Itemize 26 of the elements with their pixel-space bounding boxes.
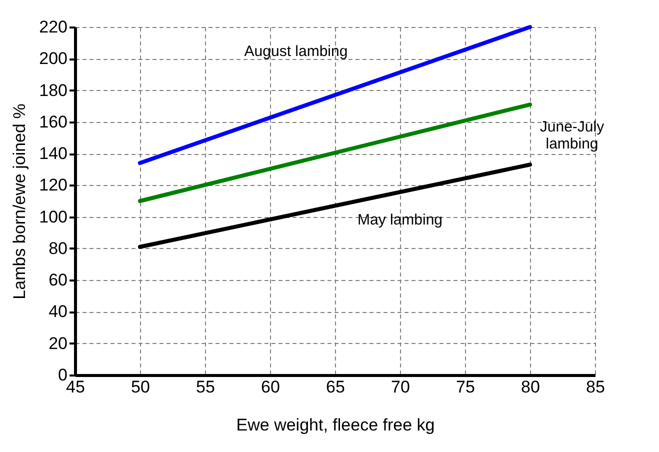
x-tick-label: 50 [131, 378, 150, 396]
series-label: August lambing [244, 43, 348, 60]
y-tick-label: 20 [48, 334, 68, 353]
x-tick-label: 70 [391, 378, 410, 396]
y-tick-label: 180 [39, 80, 68, 100]
x-tick-label: 60 [261, 378, 280, 396]
y-tick-label: 140 [39, 144, 68, 164]
y-tick-label: 200 [39, 49, 68, 68]
x-tick-label: 75 [456, 378, 475, 396]
y-tick-label: 60 [48, 270, 68, 290]
series-label: May lambing [357, 212, 443, 229]
y-tick-label: 80 [48, 238, 68, 258]
y-tick-label: 120 [39, 176, 68, 195]
x-tick-label: 55 [196, 378, 215, 396]
y-tick-label: 40 [48, 302, 68, 322]
x-tick-label: 65 [326, 378, 345, 396]
series-label: June-July lambing [540, 118, 605, 153]
x-tick-label: 85 [586, 378, 605, 396]
y-axis-title: Lambs born/ewe joined % [10, 104, 30, 300]
x-tick-label: 80 [521, 378, 540, 396]
y-tick-label: 100 [39, 207, 68, 226]
x-axis-title: Ewe weight, fleece free kg [236, 416, 435, 434]
y-tick-label: 160 [39, 112, 68, 132]
y-tick-label: 220 [39, 18, 68, 36]
x-tick-label: 45 [66, 378, 85, 396]
y-tick-label: 0 [58, 366, 68, 384]
